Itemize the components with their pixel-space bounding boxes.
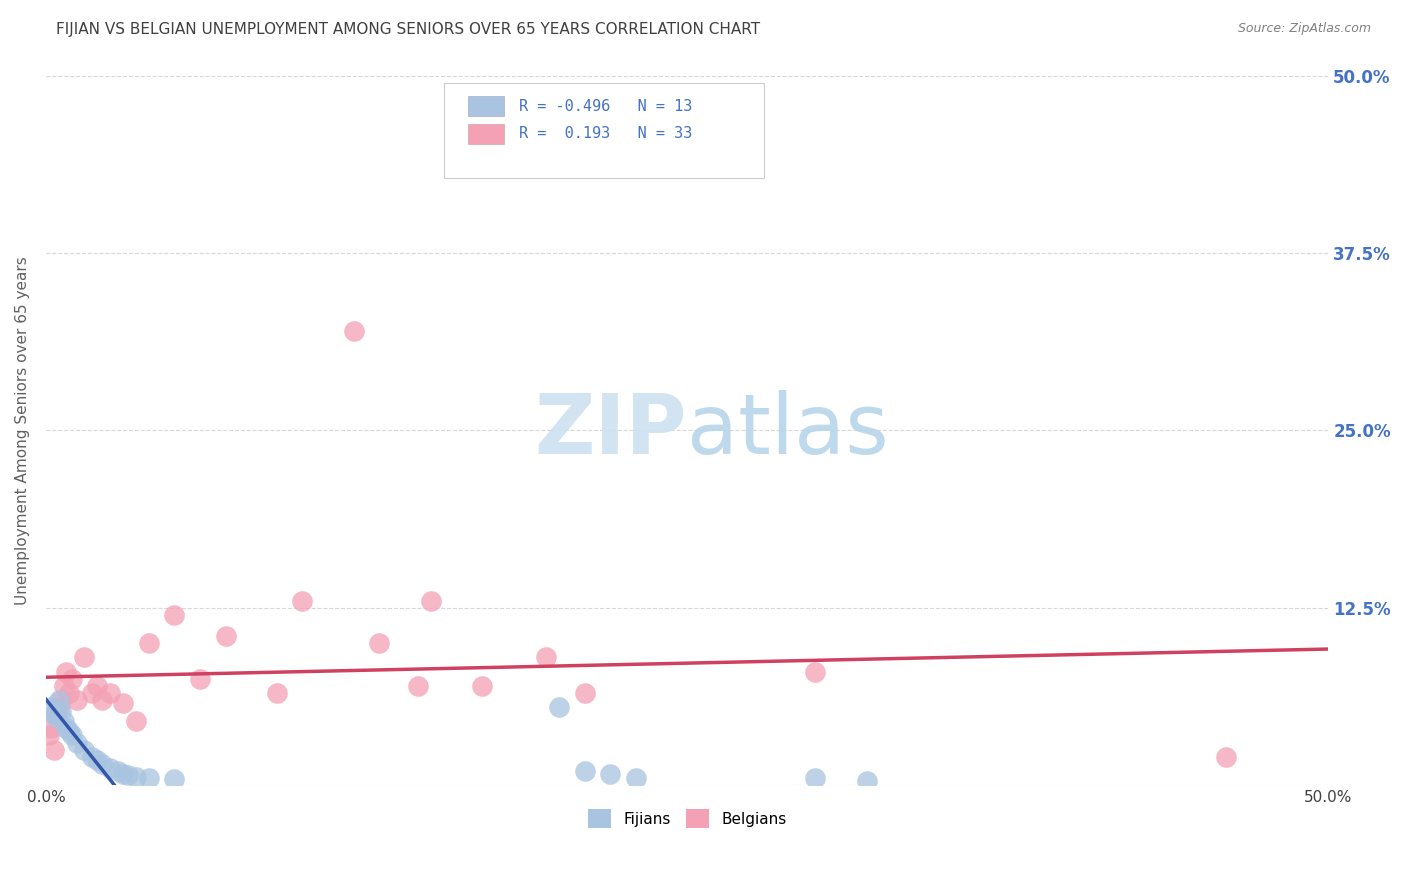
Point (39, 722, 62, 736)
Point (125, 770, 148, 784)
Text: R =  0.193   N = 33: R = 0.193 N = 33 (519, 127, 693, 141)
Point (73, 650, 96, 665)
Point (66, 693, 89, 707)
Point (38, 728, 60, 742)
Point (42, 742, 65, 756)
Point (163, 607, 186, 622)
Point (86, 679, 108, 693)
Point (624, 771, 647, 785)
Point (42, 707, 65, 722)
Point (52, 714, 75, 729)
Point (82, 686, 104, 700)
Text: atlas: atlas (688, 390, 889, 471)
Text: FIJIAN VS BELGIAN UNEMPLOYMENT AMONG SENIORS OVER 65 YEARS CORRELATION CHART: FIJIAN VS BELGIAN UNEMPLOYMENT AMONG SEN… (56, 22, 761, 37)
Point (48, 693, 70, 707)
Point (804, 665, 827, 679)
Point (599, 766, 621, 780)
Point (855, 773, 877, 788)
FancyBboxPatch shape (443, 83, 763, 178)
Point (60, 672, 83, 686)
Point (45, 707, 67, 722)
Text: ZIP: ZIP (534, 390, 688, 471)
Point (574, 764, 596, 778)
Point (107, 764, 129, 778)
Point (804, 771, 827, 785)
Point (291, 593, 314, 607)
Bar (468, 124, 503, 144)
Point (343, 324, 366, 338)
Point (51, 693, 73, 707)
Point (138, 636, 160, 650)
Point (214, 629, 236, 643)
Point (86, 753, 108, 767)
Point (163, 772, 186, 787)
Point (60, 728, 83, 742)
Point (117, 768, 139, 782)
Text: R = -0.496   N = 13: R = -0.496 N = 13 (519, 98, 693, 113)
Point (39, 700, 62, 714)
Point (58, 686, 80, 700)
Point (58, 724, 80, 739)
Point (138, 771, 160, 785)
Point (368, 636, 391, 650)
Legend: Fijians, Belgians: Fijians, Belgians (582, 804, 793, 834)
Point (406, 679, 429, 693)
Point (471, 679, 494, 693)
Point (82, 749, 104, 764)
Point (98, 686, 121, 700)
Point (91, 693, 114, 707)
Point (73, 742, 96, 756)
Point (98, 761, 121, 775)
Point (45, 710, 67, 724)
Point (52, 679, 75, 693)
Y-axis label: Unemployment Among Seniors over 65 years: Unemployment Among Seniors over 65 years (15, 256, 30, 605)
Point (266, 686, 288, 700)
Point (66, 735, 89, 749)
Point (91, 756, 114, 771)
Point (48, 700, 70, 714)
Point (1215, 749, 1237, 764)
Bar (468, 96, 503, 116)
Point (51, 704, 73, 718)
Point (125, 714, 148, 729)
Point (55, 722, 77, 736)
Point (188, 672, 211, 686)
Point (574, 686, 596, 700)
Point (111, 696, 134, 710)
Text: Source: ZipAtlas.com: Source: ZipAtlas.com (1237, 22, 1371, 36)
Point (419, 593, 441, 607)
Point (55, 665, 77, 679)
Point (534, 650, 557, 665)
Point (548, 700, 571, 714)
Point (111, 766, 134, 780)
